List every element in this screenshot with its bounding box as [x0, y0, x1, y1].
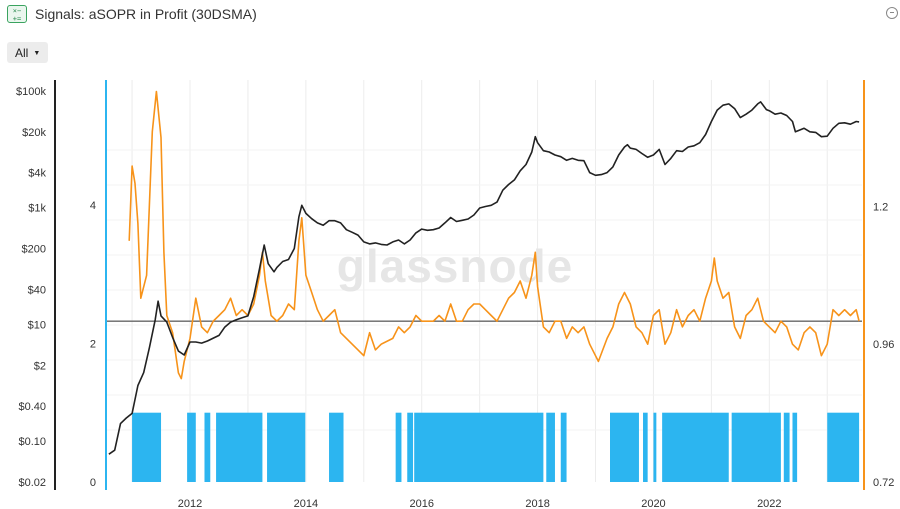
- settings-icon[interactable]: [886, 7, 898, 19]
- signal-bar: [610, 412, 639, 482]
- price-tick-label: $0.40: [18, 401, 46, 413]
- x-tick-label: 2018: [525, 498, 549, 509]
- price-tick-label: $20k: [22, 127, 46, 139]
- signal-bar: [653, 412, 657, 482]
- price-tick-label: $1k: [28, 203, 46, 215]
- signal-tick-label: 4: [90, 200, 96, 212]
- signal-tick-label: 0: [90, 477, 96, 489]
- range-select[interactable]: All ▼: [7, 42, 48, 63]
- asopr-tick-label: 1.2: [873, 201, 888, 213]
- signal-bar: [187, 412, 196, 482]
- price-tick-label: $200: [22, 244, 46, 256]
- x-tick-label: 2012: [178, 498, 202, 509]
- price-tick-label: $0.02: [18, 477, 46, 489]
- asopr-line: [128, 90, 860, 380]
- signal-bar: [132, 412, 162, 482]
- signal-area: [132, 412, 860, 482]
- signal-bar: [827, 412, 860, 482]
- price-tick-label: $40: [28, 284, 46, 296]
- signal-bar: [731, 412, 781, 482]
- signal-bar: [546, 412, 555, 482]
- price-tick-label: $2: [34, 360, 46, 372]
- signal-bar: [267, 412, 306, 482]
- formula-icon-glyph: ×− +=: [12, 7, 22, 23]
- asopr-tick-label: 0.72: [873, 477, 894, 489]
- signal-bar: [204, 412, 211, 482]
- formula-icon: ×− +=: [7, 5, 27, 23]
- signal-bar: [643, 412, 648, 482]
- x-tick-label: 2022: [757, 498, 781, 509]
- signal-bar: [662, 412, 729, 482]
- price-tick-label: $0.10: [18, 436, 46, 448]
- price-line: [108, 101, 860, 455]
- signal-bar: [783, 412, 790, 482]
- signal-bar: [560, 412, 567, 482]
- price-tick-label: $4k: [28, 168, 46, 180]
- signal-bar: [414, 412, 544, 482]
- signal-bar: [407, 412, 414, 482]
- price-tick-label: $100k: [16, 86, 46, 98]
- x-tick-label: 2020: [641, 498, 665, 509]
- signal-bar: [216, 412, 263, 482]
- range-select-label: All: [15, 46, 29, 60]
- x-tick-label: 2016: [409, 498, 433, 509]
- chart-header: ×− += Signals: aSOPR in Profit (30DSMA): [0, 0, 900, 30]
- signal-bar: [395, 412, 402, 482]
- price-tick-label: $10: [28, 319, 46, 331]
- signal-bar: [792, 412, 798, 482]
- signal-bar: [329, 412, 344, 482]
- chart-title: Signals: aSOPR in Profit (30DSMA): [35, 6, 257, 22]
- asopr-tick-label: 0.96: [873, 339, 894, 351]
- x-tick-label: 2014: [294, 498, 318, 509]
- chevron-down-icon: ▼: [33, 50, 41, 57]
- signal-tick-label: 2: [90, 338, 96, 350]
